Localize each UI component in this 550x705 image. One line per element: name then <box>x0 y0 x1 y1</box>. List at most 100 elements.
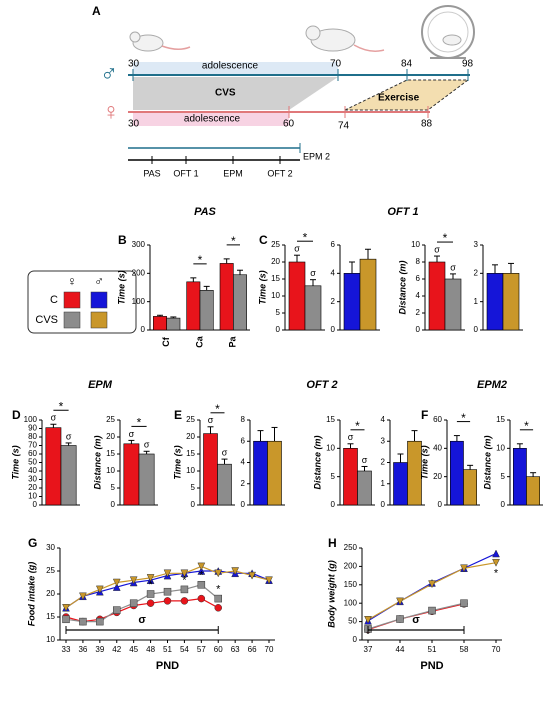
marker <box>197 594 206 603</box>
y-tick-label: 3 <box>474 240 479 249</box>
x-tick-label: 42 <box>112 645 121 654</box>
y-tick-label: 20 <box>433 472 442 481</box>
cvs-label: CVS <box>215 88 236 99</box>
marker <box>163 597 172 605</box>
cvs-band <box>133 77 338 110</box>
y-tick-label: 30 <box>46 543 55 552</box>
y-tick-label: 0 <box>111 500 116 509</box>
y-tick-label: 80 <box>28 432 37 441</box>
y-tick-label: 1 <box>381 479 386 488</box>
sigma-label: σ <box>222 447 228 457</box>
marker <box>428 606 436 615</box>
y-tick-label: 0 <box>241 500 246 509</box>
bar <box>253 440 268 506</box>
x-tick-label: 33 <box>62 645 71 654</box>
section-title: OFT 2 <box>306 379 337 391</box>
y-tick-label: 0 <box>191 500 196 509</box>
test-label: OFT 1 <box>173 168 198 178</box>
timeline: A ♂ ♀ 30 adolescence 70 84 98 CVS Exerci… <box>92 4 475 178</box>
y-tick-label: 25 <box>271 240 280 249</box>
bar <box>60 445 77 506</box>
y-tick-label: 10 <box>46 635 55 644</box>
x-tick-label: Ca <box>194 335 204 347</box>
panel-letter: B <box>118 233 127 247</box>
sigma-label: σ <box>144 440 150 450</box>
marker <box>492 549 500 558</box>
y-tick-label: 10 <box>411 240 420 249</box>
y-tick-label: 4 <box>241 458 246 467</box>
significance-star: * <box>231 234 236 248</box>
marker <box>180 585 189 594</box>
y-tick-label: 2 <box>474 268 479 277</box>
series-line <box>367 602 465 630</box>
series-line <box>65 584 219 623</box>
y-tick-label: 60 <box>28 449 37 458</box>
legend-swatch <box>63 311 81 329</box>
marker <box>163 587 172 596</box>
y-tick-label: 100 <box>24 415 38 424</box>
y-tick-label: 5 <box>276 308 281 317</box>
y-tick-label: 100 <box>344 598 358 607</box>
y-tick-label: 0 <box>474 325 479 334</box>
bar <box>186 281 201 331</box>
marker <box>197 566 206 575</box>
y-tick-label: 10 <box>326 443 335 452</box>
y-tick-label: 5 <box>111 483 116 492</box>
marker <box>214 569 223 578</box>
section-title: PAS <box>194 206 216 218</box>
bar <box>512 448 527 506</box>
marker <box>79 592 87 601</box>
marker <box>62 615 70 624</box>
x-tick-label: 70 <box>492 645 501 654</box>
y-tick-label: 2 <box>381 458 386 467</box>
y-tick-label: 15 <box>496 415 505 424</box>
y-tick-label: 20 <box>46 589 55 598</box>
y-axis-label: Time (s) <box>116 270 126 304</box>
marker <box>79 617 87 626</box>
y-axis-label: Time (s) <box>257 270 267 304</box>
marker <box>113 606 121 614</box>
y-tick-label: 15 <box>186 449 195 458</box>
exercise-band <box>344 79 470 111</box>
rat-icon <box>442 34 462 46</box>
y-tick-label: 30 <box>28 475 37 484</box>
rat-tail <box>161 45 191 50</box>
bar <box>203 433 218 506</box>
bar <box>343 448 358 506</box>
bar <box>123 443 140 506</box>
rat-icon <box>129 31 141 43</box>
y-axis-label: Time (s) <box>419 445 429 479</box>
series-line <box>65 597 219 623</box>
bar <box>138 453 155 506</box>
sigma-label: σ <box>66 431 72 441</box>
legend-header: ♀ <box>67 273 77 288</box>
x-tick-label: 51 <box>163 645 172 654</box>
marker <box>146 590 155 598</box>
y-tick-label: 25 <box>186 415 195 424</box>
x-tick-label: 44 <box>396 645 405 654</box>
legend-label: C <box>50 294 58 306</box>
panel-letter: A <box>92 4 101 18</box>
significance-star: * <box>198 253 203 267</box>
y-tick-label: 4 <box>331 268 336 277</box>
y-tick-label: 10 <box>28 492 37 501</box>
marker <box>248 571 256 580</box>
y-tick-label: 0 <box>501 500 506 509</box>
y-tick-label: 100 <box>132 297 146 306</box>
bar <box>502 273 520 331</box>
marker <box>265 576 273 585</box>
y-axis-label: Time (s) <box>10 445 20 479</box>
y-tick-label: 5 <box>191 483 196 492</box>
bar <box>153 316 167 331</box>
y-tick-label: 200 <box>132 268 146 277</box>
x-axis-label: PND <box>156 660 179 672</box>
sigma-label: σ <box>310 268 316 278</box>
y-tick-label: 0 <box>331 325 336 334</box>
y-axis-label: Body weight (g) <box>326 560 336 628</box>
y-tick-label: 0 <box>331 500 336 509</box>
bar <box>526 476 540 506</box>
day-label: 30 <box>128 119 140 130</box>
legend-swatch <box>63 291 81 309</box>
y-tick-label: 0 <box>141 325 146 334</box>
